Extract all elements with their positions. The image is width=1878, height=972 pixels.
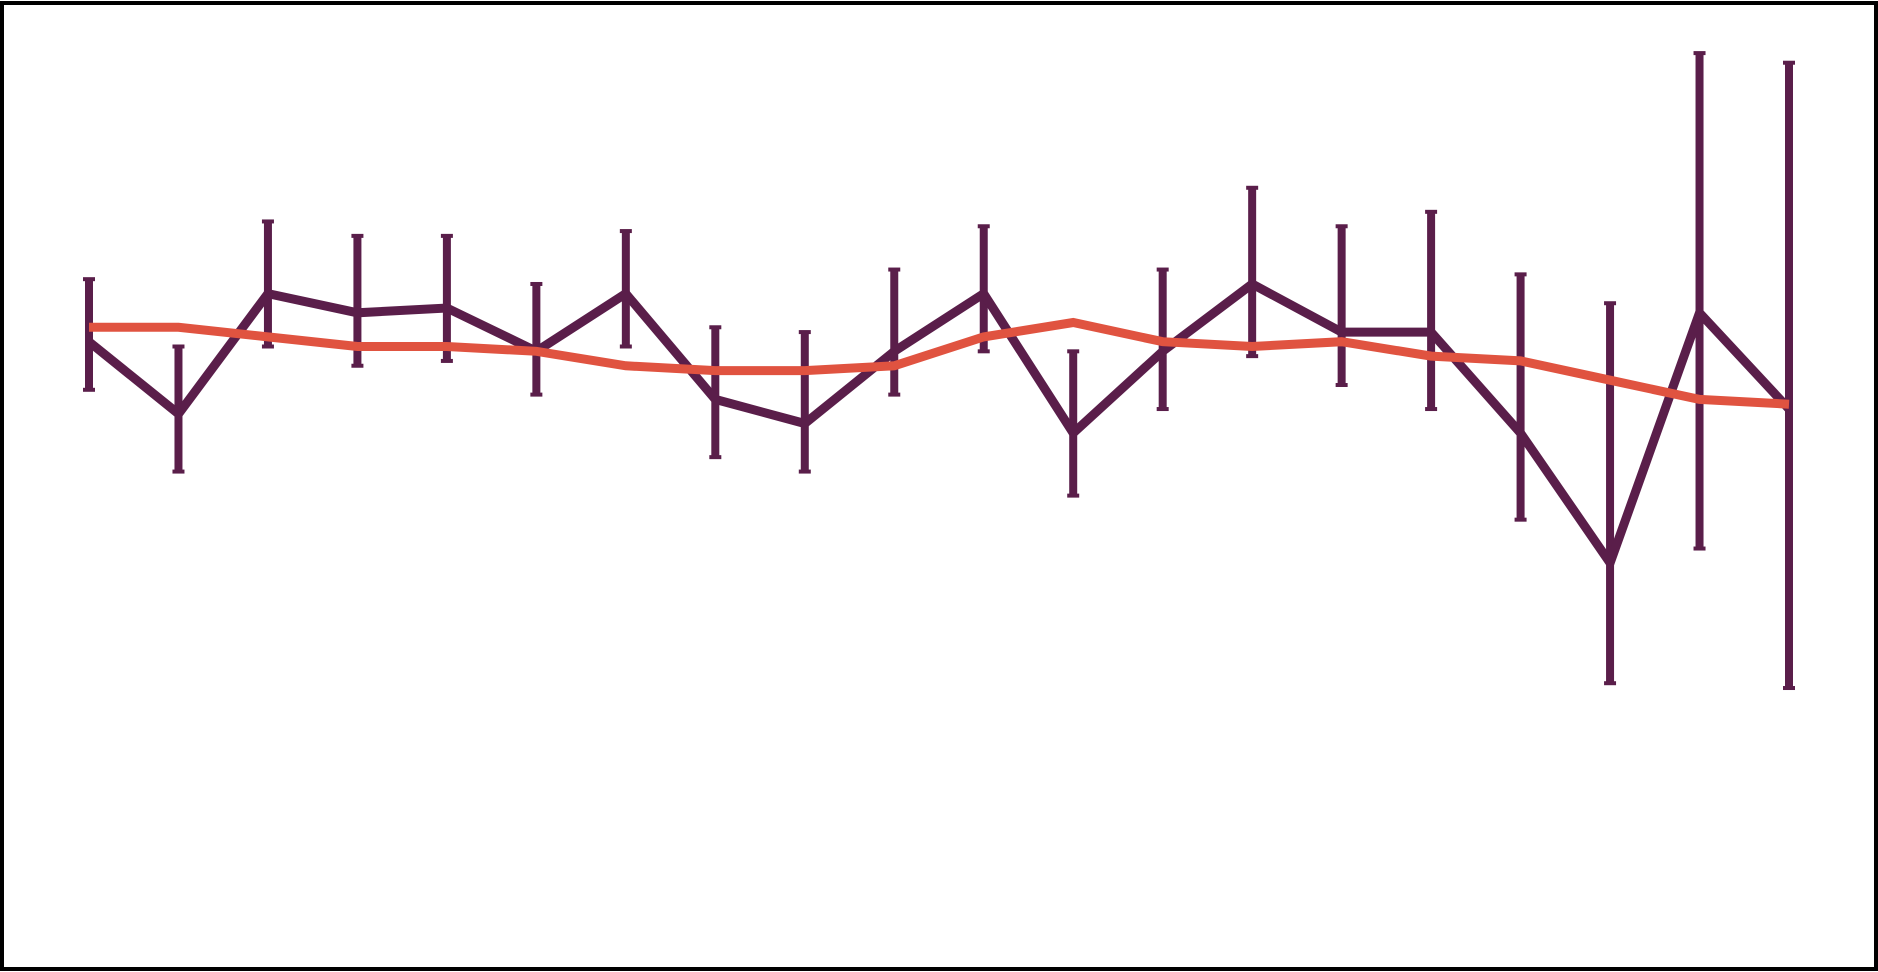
series-line-observed bbox=[86, 278, 1793, 573]
series-lines bbox=[86, 278, 1793, 573]
series-line-trend bbox=[89, 317, 1790, 409]
